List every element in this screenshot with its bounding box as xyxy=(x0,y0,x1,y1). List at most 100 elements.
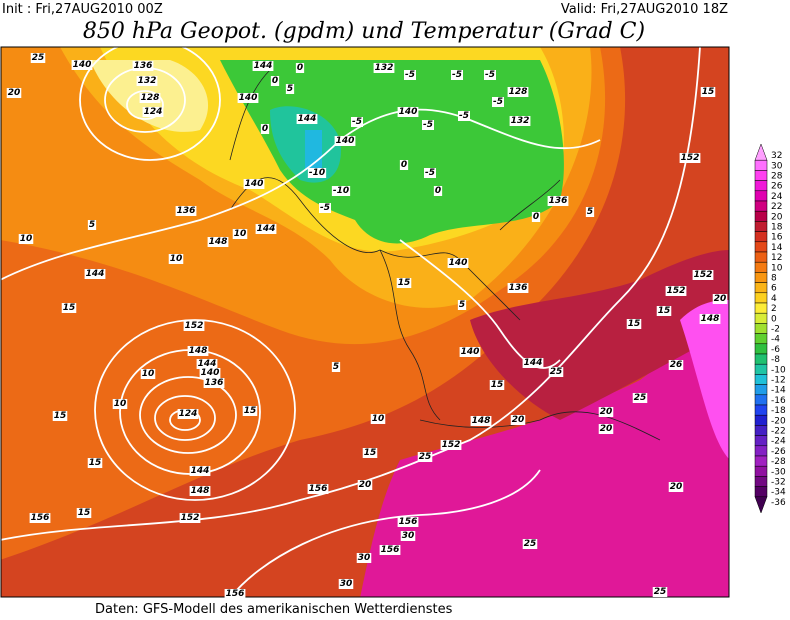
contour-label: -5 xyxy=(425,168,435,178)
legend-swatch xyxy=(754,394,768,406)
contour-label: 15 xyxy=(702,87,715,97)
legend-swatch xyxy=(754,323,768,334)
legend-label: 8 xyxy=(771,274,777,284)
contour-label: 152 xyxy=(185,321,204,331)
very-warm-area xyxy=(470,250,729,420)
contour-label: 144 xyxy=(257,224,276,234)
legend-arrow xyxy=(754,143,768,161)
contour-label-box xyxy=(507,87,529,97)
legend-label: -36 xyxy=(771,498,786,508)
legend-arrow xyxy=(754,496,768,514)
contour-label-box xyxy=(484,70,496,80)
legend-swatch xyxy=(754,251,768,263)
contour-label-box xyxy=(199,368,221,378)
contour-label: 136 xyxy=(509,283,528,293)
contour-label-box xyxy=(357,480,373,490)
contour-label-box xyxy=(260,124,270,134)
freezing-area xyxy=(220,60,564,244)
contour-label: 25 xyxy=(32,53,45,63)
legend-swatch xyxy=(754,455,768,467)
contour-label-box xyxy=(296,114,318,124)
contour-label: -5 xyxy=(405,70,415,80)
contour-label-box xyxy=(451,70,463,80)
legend-swatch xyxy=(754,272,768,283)
map-frame xyxy=(0,46,730,598)
contour-label-box xyxy=(338,579,354,589)
contour-label: 5 xyxy=(587,207,593,217)
contour-label: 10 xyxy=(142,369,155,379)
contour-label: 25 xyxy=(419,452,432,462)
legend-label: -6 xyxy=(771,345,780,355)
legend-label: -24 xyxy=(771,437,786,447)
contour-label: 10 xyxy=(234,229,247,239)
contour-label: 20 xyxy=(670,482,683,492)
contour-label-box xyxy=(440,440,462,450)
legend-label: 26 xyxy=(771,182,783,192)
contour-label-box xyxy=(522,539,538,549)
contour-label-box xyxy=(237,93,259,103)
contour-label-box xyxy=(255,224,277,234)
contour-label: 136 xyxy=(177,206,196,216)
contour-label-box xyxy=(168,254,184,264)
contour-label: 128 xyxy=(509,87,528,97)
contour-label-box xyxy=(207,237,229,247)
contour-label-box xyxy=(397,107,419,117)
contour-label: 15 xyxy=(244,406,257,416)
contour-label: 10 xyxy=(114,399,127,409)
contour-label-box xyxy=(136,76,158,86)
hot-area xyxy=(360,320,729,597)
legend-label: 24 xyxy=(771,192,783,202)
legend-label: -26 xyxy=(771,447,786,457)
init-time: Init : Fri,27AUG2010 00Z xyxy=(2,2,163,17)
contour-label-box xyxy=(112,399,128,409)
legend-swatch xyxy=(754,445,768,457)
contour-label-box xyxy=(632,393,648,403)
legend-label: -20 xyxy=(771,416,786,426)
contour-label: 25 xyxy=(524,539,537,549)
legend-label: 32 xyxy=(771,151,782,161)
legend-label: -14 xyxy=(771,386,786,396)
contour-label-box xyxy=(307,484,329,494)
contour-label-box xyxy=(433,186,443,196)
contour-label: 20 xyxy=(714,294,727,304)
contour-label-box xyxy=(270,76,280,86)
legend-swatch xyxy=(754,292,768,304)
contour-label-box xyxy=(370,414,386,424)
contour-label: 0 xyxy=(297,63,303,73)
legend-swatch xyxy=(754,282,768,294)
contour-label-box xyxy=(142,107,164,117)
contour-label: -5 xyxy=(452,70,462,80)
legend-swatch xyxy=(754,465,768,477)
legend-swatch xyxy=(754,241,768,253)
contour-label: 25 xyxy=(550,367,563,377)
contour-label-box xyxy=(71,60,93,70)
contour-label: 5 xyxy=(333,362,339,372)
contour-label: 15 xyxy=(628,319,641,329)
contour-label-box xyxy=(362,448,378,458)
contour-label-box xyxy=(447,258,469,268)
contour-label: 124 xyxy=(179,409,198,419)
legend-swatch xyxy=(754,425,768,436)
contour-label: 15 xyxy=(491,380,504,390)
contour-label-box xyxy=(404,70,416,80)
contour-label: 20 xyxy=(512,415,525,425)
legend-label: 18 xyxy=(771,223,783,233)
contour-label: -10 xyxy=(333,186,349,196)
contour-label: 152 xyxy=(181,513,200,523)
contour-label: 144 xyxy=(191,466,210,476)
contour-label: 140 xyxy=(201,368,220,378)
legend-label: -16 xyxy=(771,396,786,406)
contour-label-box xyxy=(522,358,544,368)
contour-label-box xyxy=(187,346,209,356)
contour-label: 30 xyxy=(402,531,415,541)
contour-label-box xyxy=(334,136,356,146)
contour-label: 132 xyxy=(511,116,530,126)
legend-swatch xyxy=(754,302,768,314)
contour-label: 15 xyxy=(89,458,102,468)
contour-label: 5 xyxy=(89,220,95,230)
legend-swatch xyxy=(754,353,768,365)
contour-label-box xyxy=(307,168,327,178)
contour-label-box xyxy=(252,61,274,71)
contour-label-box xyxy=(424,168,436,178)
